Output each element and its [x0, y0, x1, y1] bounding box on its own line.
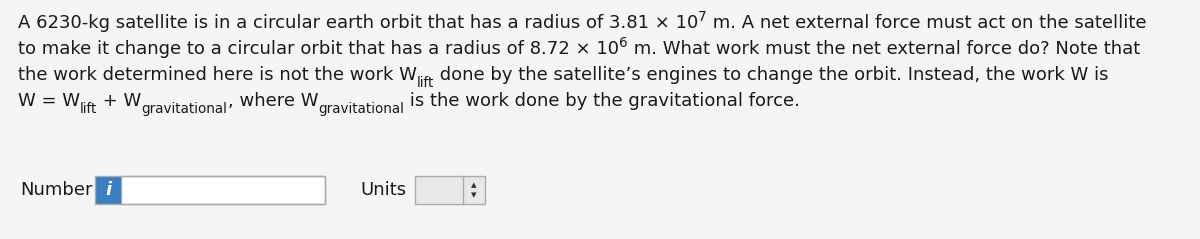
- Text: Units: Units: [360, 181, 406, 199]
- Text: i: i: [104, 181, 112, 199]
- Text: gravitational: gravitational: [142, 102, 228, 116]
- Text: 7: 7: [698, 10, 707, 24]
- Text: m. A net external force must act on the satellite: m. A net external force must act on the …: [707, 14, 1146, 32]
- Text: Number: Number: [20, 181, 92, 199]
- Text: is the work done by the gravitational force.: is the work done by the gravitational fo…: [404, 92, 799, 110]
- Text: + W: + W: [97, 92, 142, 110]
- FancyBboxPatch shape: [415, 176, 485, 204]
- Text: to make it change to a circular orbit that has a radius of 8.72 × 10: to make it change to a circular orbit th…: [18, 40, 619, 58]
- FancyBboxPatch shape: [121, 176, 325, 204]
- Text: 6: 6: [619, 36, 628, 50]
- Text: W = W: W = W: [18, 92, 80, 110]
- Text: ▴: ▴: [472, 180, 476, 190]
- Text: A 6230-kg satellite is in a circular earth orbit that has a radius of 3.81 × 10: A 6230-kg satellite is in a circular ear…: [18, 14, 698, 32]
- Text: lift: lift: [80, 102, 97, 116]
- Text: , where W: , where W: [228, 92, 318, 110]
- Text: lift: lift: [416, 76, 434, 90]
- Text: m. What work must the net external force do? Note that: m. What work must the net external force…: [628, 40, 1140, 58]
- Text: done by the satellite’s engines to change the orbit. Instead, the work W is: done by the satellite’s engines to chang…: [434, 66, 1109, 84]
- Text: gravitational: gravitational: [318, 102, 404, 116]
- Text: the work determined here is not the work W: the work determined here is not the work…: [18, 66, 416, 84]
- FancyBboxPatch shape: [95, 176, 121, 204]
- Text: ▾: ▾: [472, 190, 476, 200]
